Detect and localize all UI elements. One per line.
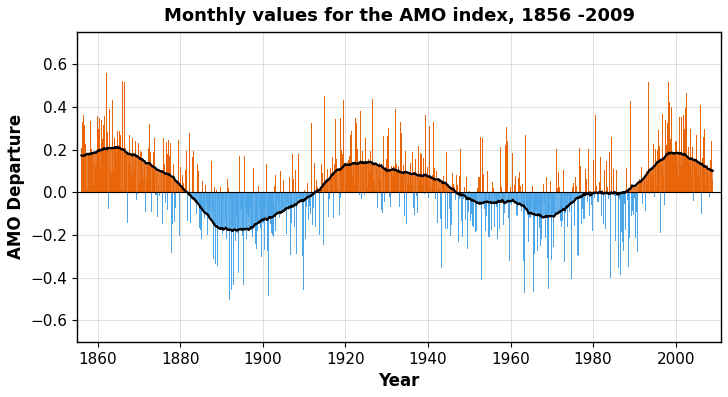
X-axis label: Year: Year [379, 372, 420, 390]
Title: Monthly values for the AMO index, 1856 -2009: Monthly values for the AMO index, 1856 -… [164, 7, 635, 25]
Y-axis label: AMO Departure: AMO Departure [7, 114, 25, 260]
